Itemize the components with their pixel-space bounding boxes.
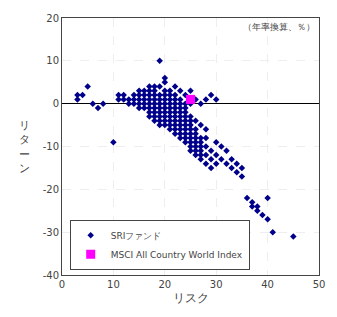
- svg-text:-40: -40: [43, 270, 59, 281]
- svg-text:10: 10: [107, 279, 120, 290]
- svg-text:10: 10: [46, 55, 59, 66]
- svg-text:40: 40: [261, 279, 274, 290]
- svg-text:MSCI All Country World Index: MSCI All Country World Index: [111, 250, 243, 260]
- svg-text:SRIファンド: SRIファンド: [111, 231, 162, 241]
- svg-text:-30: -30: [43, 227, 59, 238]
- svg-text:リスク: リスク: [173, 291, 209, 305]
- svg-text:20: 20: [158, 279, 171, 290]
- svg-text:50: 50: [313, 279, 326, 290]
- svg-text:（年率換算、％）: （年率換算、％）: [243, 22, 315, 32]
- svg-text:-10: -10: [43, 141, 59, 152]
- svg-text:-20: -20: [43, 184, 59, 195]
- svg-text:リターン: リターン: [19, 119, 30, 175]
- svg-text:0: 0: [59, 279, 65, 290]
- svg-text:0: 0: [53, 98, 59, 109]
- svg-text:30: 30: [210, 279, 223, 290]
- svg-text:20: 20: [46, 13, 59, 24]
